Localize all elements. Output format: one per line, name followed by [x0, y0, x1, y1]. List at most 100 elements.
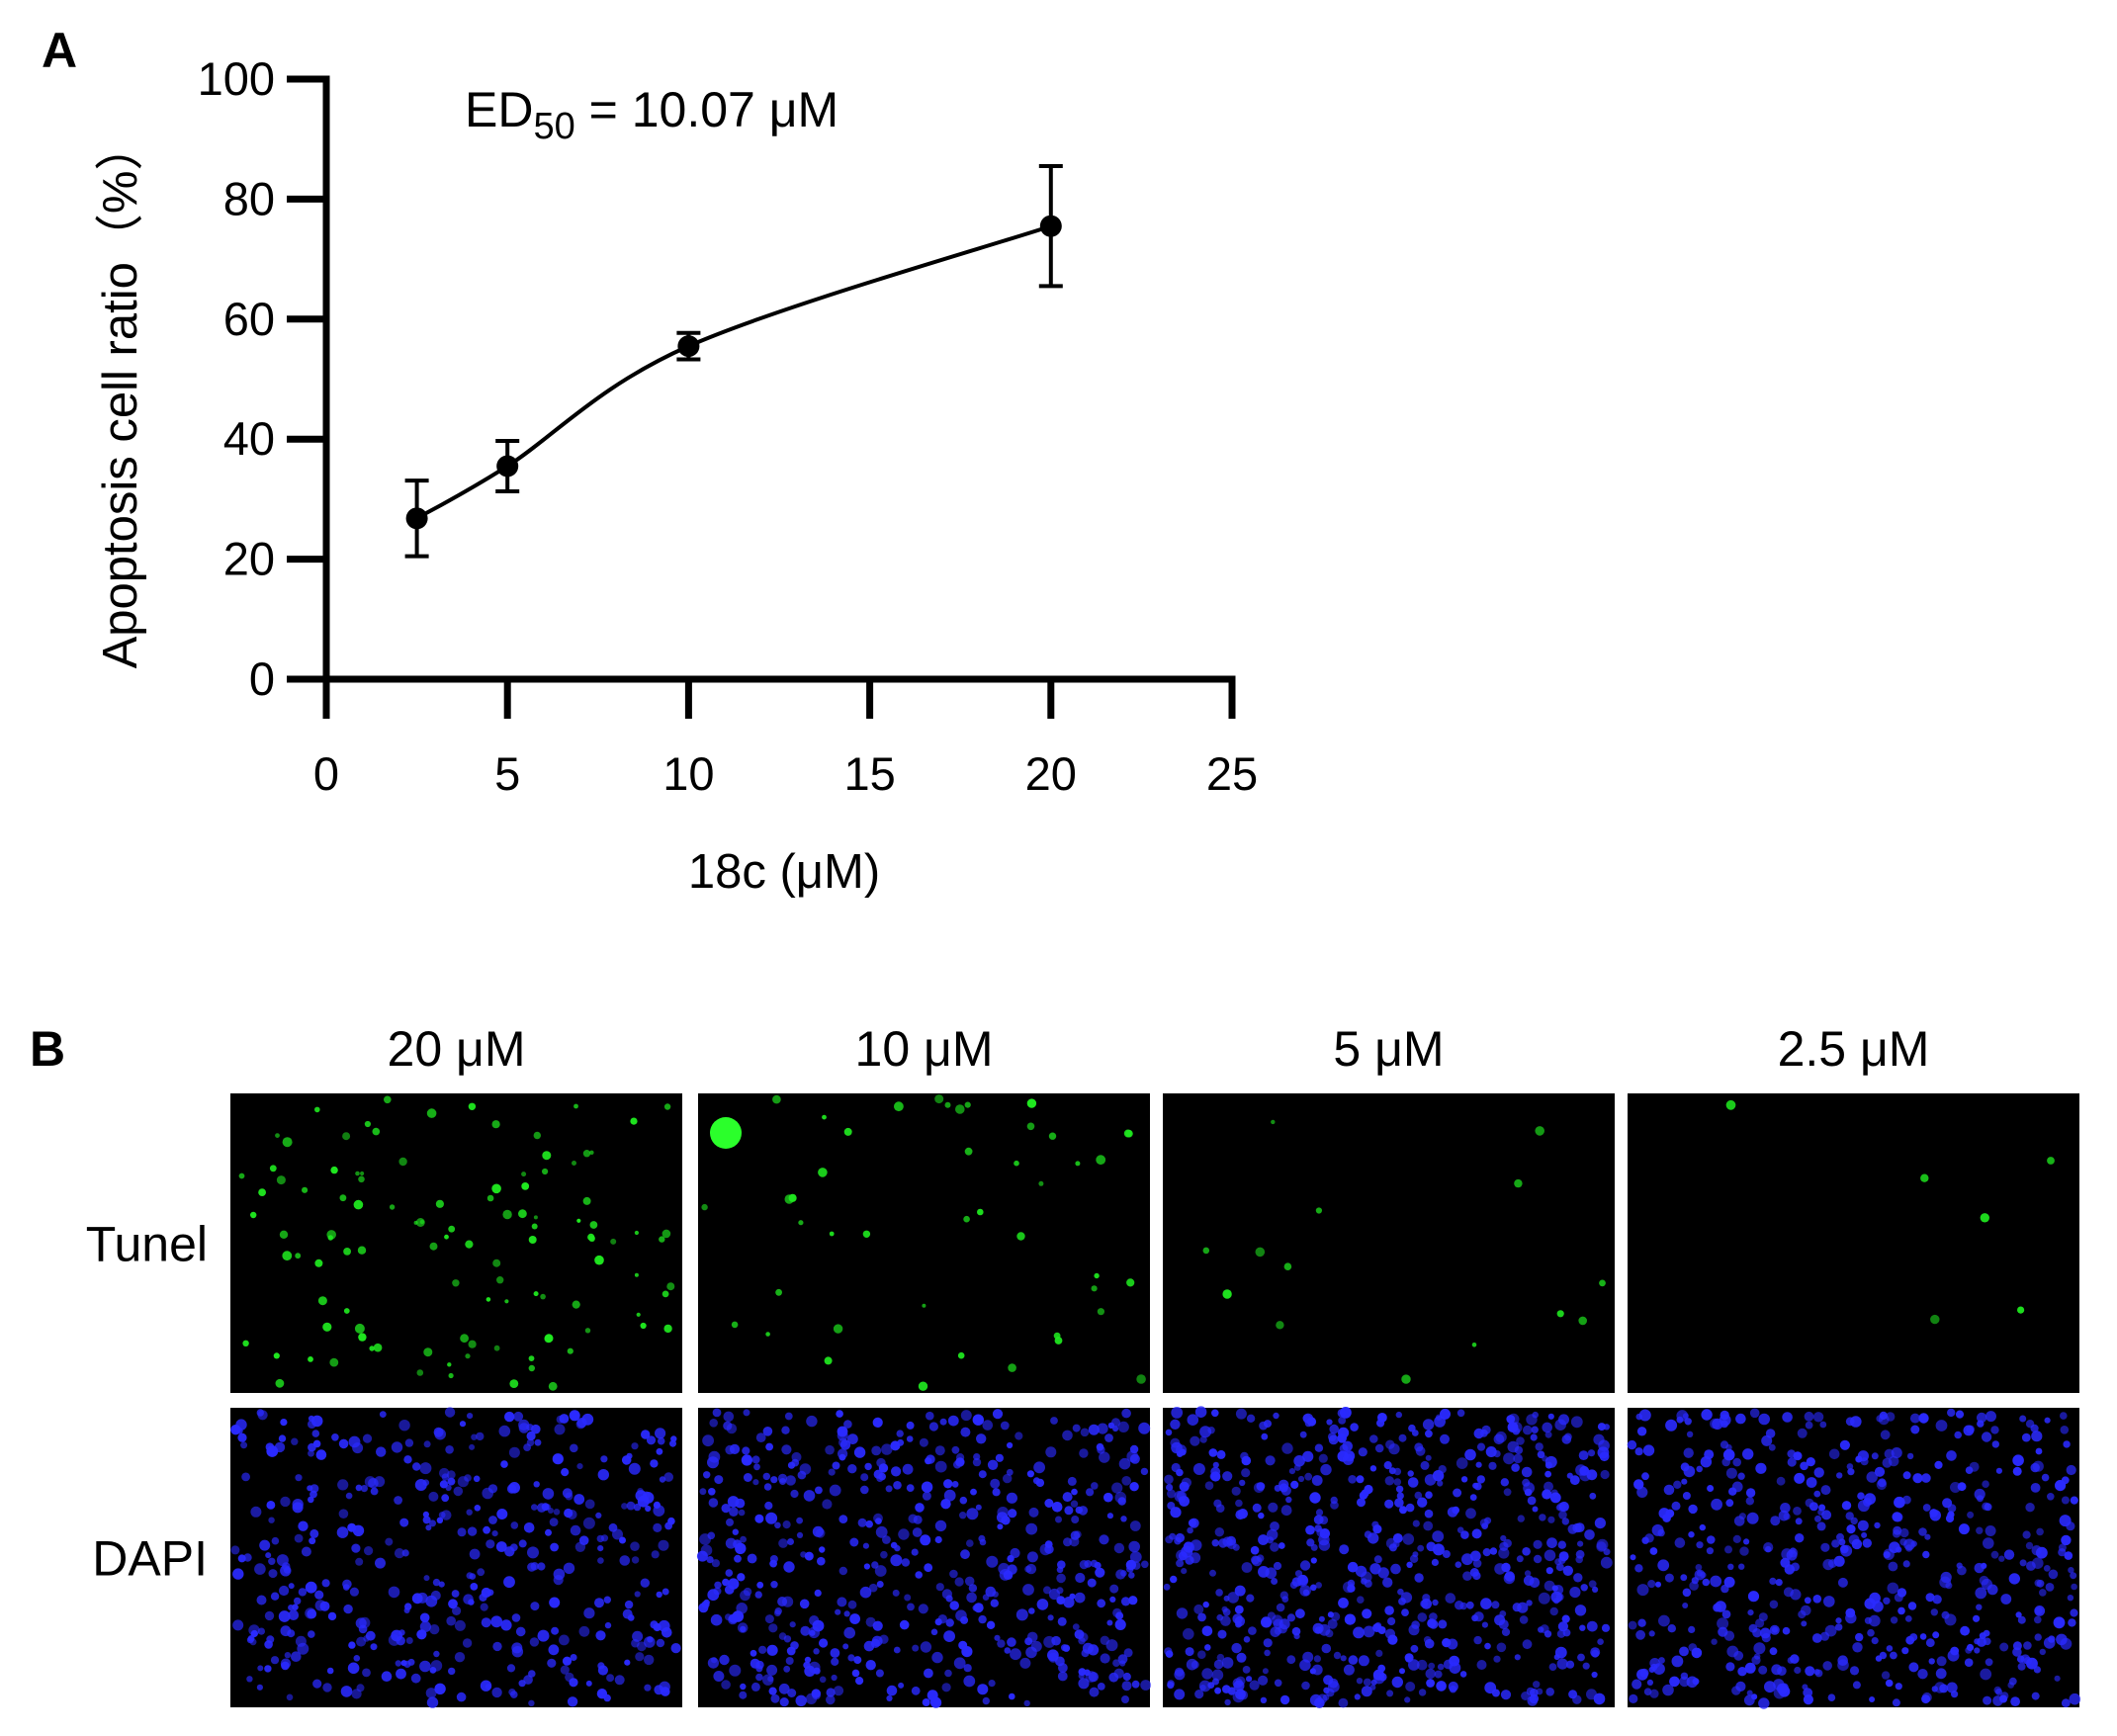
cell-dot — [1957, 1482, 1967, 1492]
micrograph-dapi-2 — [1163, 1406, 1615, 1708]
cell-dot — [1120, 1516, 1127, 1522]
cell-dot — [1128, 1572, 1135, 1579]
cell-dot — [626, 1452, 633, 1459]
cell-dot — [1819, 1631, 1830, 1641]
cell-dot — [528, 1236, 537, 1244]
cell-dot — [1929, 1509, 1938, 1518]
cell-dot — [1857, 1450, 1869, 1462]
cell-dot — [385, 1537, 394, 1546]
cell-dot — [1129, 1482, 1139, 1492]
cell-dot — [1000, 1421, 1010, 1431]
cell-dot — [2021, 1432, 2031, 1442]
y-axis-title: Apoptosis cell ratio（%） — [94, 123, 147, 669]
cell-dot — [831, 1657, 839, 1666]
cell-dot — [1016, 1232, 1025, 1241]
cell-dot — [280, 1658, 292, 1669]
cell-dot — [990, 1478, 1001, 1489]
cell-dot — [1682, 1603, 1689, 1608]
cell-dot — [1896, 1588, 1907, 1598]
cell-dot — [934, 1460, 947, 1473]
cell-dot — [1131, 1680, 1140, 1689]
cell-dot — [934, 1535, 942, 1544]
cell-dot — [355, 1617, 367, 1629]
cell-dot — [1099, 1451, 1110, 1463]
cell-dot — [319, 1601, 330, 1611]
cell-dot — [1438, 1619, 1448, 1629]
cell-dot — [1363, 1678, 1371, 1687]
cell-dot — [1003, 1473, 1013, 1484]
cell-dots — [1202, 1119, 1606, 1384]
cell-dot — [833, 1324, 843, 1334]
cell-dot — [1770, 1516, 1781, 1526]
cell-dot — [1493, 1655, 1501, 1663]
cell-dot — [1731, 1481, 1743, 1493]
cell-dot — [321, 1579, 330, 1588]
cell-dot — [1837, 1655, 1848, 1666]
cell-dot — [2031, 1692, 2040, 1700]
cell-dot — [1964, 1658, 1974, 1667]
cell-dot — [1804, 1597, 1811, 1605]
cell-dot — [1058, 1663, 1068, 1673]
cell-dot — [597, 1545, 604, 1552]
cell-dot — [552, 1453, 564, 1465]
cell-dot — [573, 1103, 578, 1109]
cell-dot — [301, 1546, 311, 1557]
cell-dot — [1377, 1413, 1387, 1423]
cell-dot — [1484, 1642, 1491, 1650]
cell-dot — [960, 1549, 970, 1560]
cell-dot — [1270, 1521, 1279, 1531]
cell-dot — [1401, 1374, 1411, 1384]
cell-dot — [799, 1463, 812, 1475]
cell-dot — [1071, 1488, 1078, 1496]
cell-dot — [1627, 1439, 1637, 1450]
cell-dot — [1840, 1544, 1853, 1557]
cell-dot — [847, 1464, 857, 1474]
cell-dot — [1812, 1595, 1822, 1604]
cell-dot — [1828, 1448, 1840, 1460]
cell-dot — [502, 1209, 512, 1220]
cell-dot — [1007, 1441, 1014, 1449]
cell-dot — [1544, 1549, 1556, 1562]
cell-dot — [1315, 1582, 1322, 1589]
cell-dot — [1073, 1530, 1082, 1538]
cell-dot — [1071, 1516, 1080, 1523]
cell-dot — [1197, 1612, 1206, 1622]
cell-dot — [1524, 1570, 1532, 1577]
cell-dot — [634, 1272, 639, 1277]
cell-dot — [1465, 1508, 1476, 1519]
cell-dot — [537, 1503, 547, 1513]
cell-dot — [645, 1505, 652, 1513]
cell-dot — [894, 1544, 901, 1552]
cell-dot — [1232, 1613, 1243, 1624]
cell-dot — [1453, 1488, 1462, 1498]
cell-dot — [1103, 1492, 1113, 1503]
cell-dot — [1710, 1575, 1722, 1588]
cell-dot — [467, 1526, 478, 1536]
cell-dot — [518, 1539, 527, 1548]
cell-dot — [949, 1601, 959, 1610]
cell-dot — [656, 1638, 665, 1648]
cell-dot — [1331, 1611, 1341, 1621]
cell-dot — [574, 1541, 586, 1553]
cell-dot — [454, 1652, 466, 1663]
cell-dot — [444, 1407, 456, 1418]
cell-dot — [1488, 1461, 1497, 1470]
cell-dot — [972, 1457, 982, 1467]
cell-dot — [425, 1688, 437, 1698]
cell-dot — [381, 1671, 393, 1682]
cell-dot — [428, 1491, 439, 1502]
cell-dot — [1701, 1409, 1713, 1421]
cell-dot — [1530, 1433, 1538, 1441]
cell-dot — [922, 1303, 926, 1308]
cell-dot — [1503, 1488, 1512, 1497]
cell-dot — [266, 1501, 276, 1510]
cell-dot — [1569, 1587, 1581, 1599]
cell-dot — [295, 1253, 302, 1259]
cell-dot — [295, 1474, 303, 1482]
cell-dot — [968, 1584, 978, 1593]
cell-dot — [1782, 1412, 1793, 1423]
cell-dot — [1236, 1652, 1247, 1663]
cell-dot — [1880, 1430, 1891, 1440]
cell-dot — [1235, 1689, 1246, 1700]
cell-dot — [1775, 1579, 1783, 1587]
